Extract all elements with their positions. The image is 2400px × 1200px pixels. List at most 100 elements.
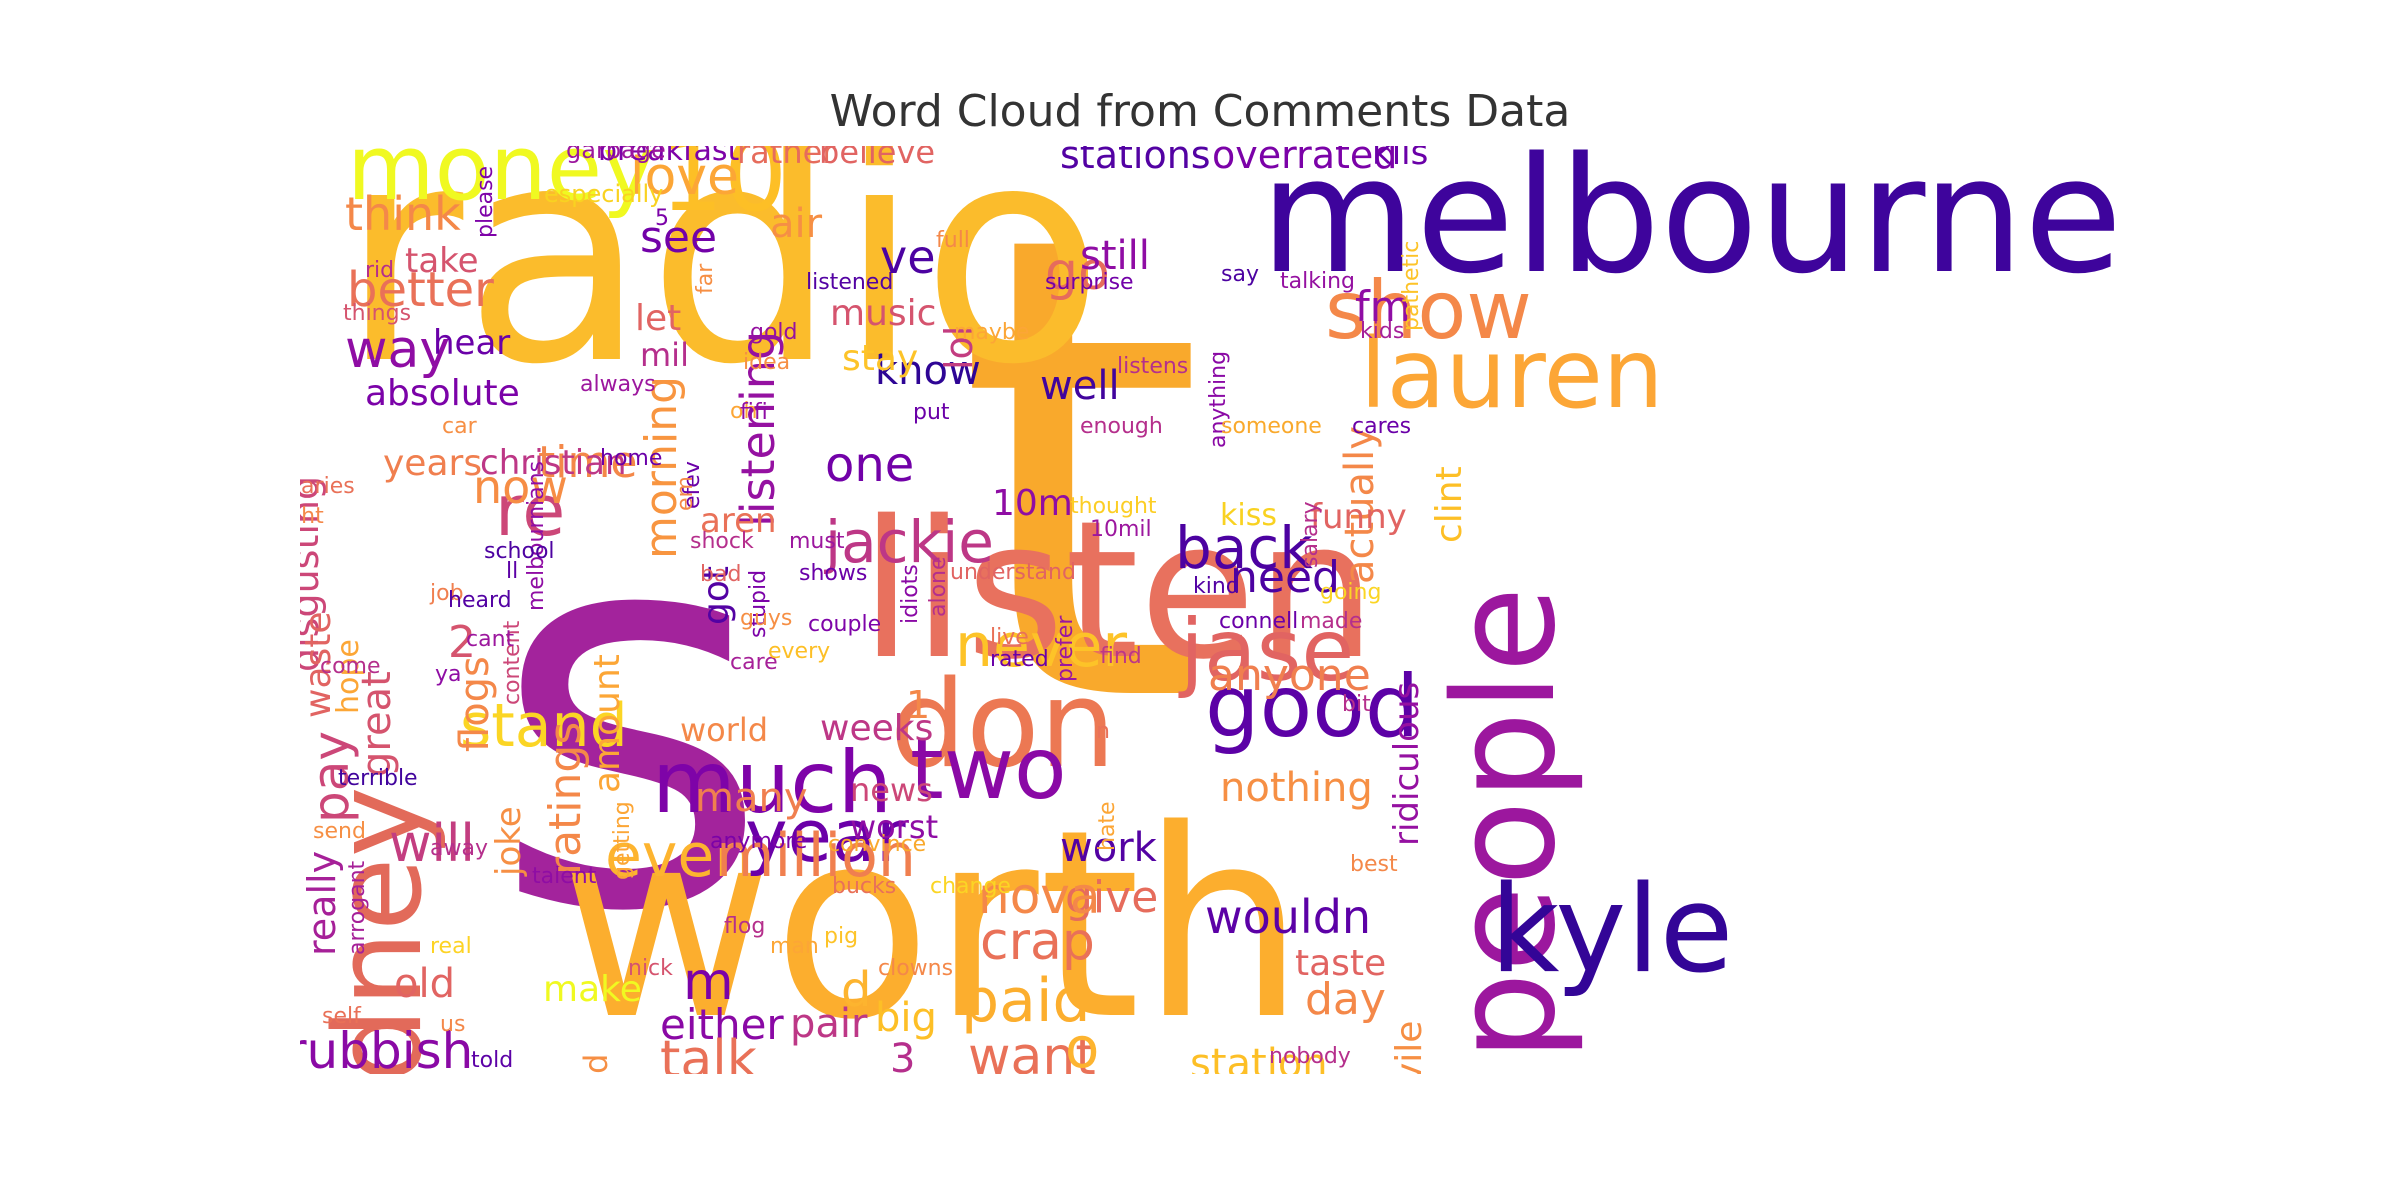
word-bit: bit [1342,692,1371,717]
word-far: far [693,263,718,294]
word-don: don [890,656,1116,795]
word-listens: listens [1117,354,1189,379]
word-pig: pig [824,924,859,949]
word-mil: mil [640,336,689,374]
word-fm: fm [1355,282,1411,331]
word-cant: cant [466,627,515,652]
word-show: show [1325,264,1532,357]
word-maybe: maybe [954,320,1030,345]
word-always: always [580,372,656,397]
word-change: change [930,874,1011,899]
word-worth: worth [560,775,1306,1074]
word-n: n [1096,719,1110,744]
word-believe: believe [819,146,936,171]
word-3: 3 [890,1036,916,1074]
word-even: even [605,821,753,891]
word-em: em [673,476,698,511]
word-amount: amount [587,654,628,793]
word-listen: listen [860,480,1377,701]
word-now: now [473,460,568,514]
word-m: m [683,952,734,1012]
word-make: make [543,969,642,1010]
word-told: told [471,1048,514,1073]
word-10m: 10m [992,483,1073,524]
word-10mil: 10mil [1090,517,1152,542]
word-bucks: bucks [832,874,897,899]
word-worst: worst [850,808,939,846]
word-anymore: anymore [710,829,808,854]
word-give: give [1065,872,1159,923]
word-cloud: s t radio worth listen melbourne people kyle syd… [300,146,2156,1074]
word-understand: understand [950,560,1076,585]
word-2: 2 [448,617,476,668]
word-rubbish: rubbish [300,1022,474,1074]
word-ratings: ratings [540,721,591,875]
word-terrible: terrible [338,766,418,791]
word-clint: clint [1429,466,1470,543]
word-salaries: salaries [300,474,355,499]
word-flog: flog [724,914,766,939]
word-jackie: jackie [825,508,994,576]
word-let: let [635,298,682,339]
word-breakfast: breakfast [598,146,740,168]
word-stations: stations [1060,146,1211,177]
word-money: money [347,146,656,221]
word-weeks: weeks [820,708,934,749]
word-much: much [652,733,893,833]
word-enough: enough [1080,414,1163,439]
word-stay: stay [842,338,919,379]
word-us: us [440,1012,466,1037]
word-talking: talking [1280,269,1355,294]
word-5: 5 [655,206,669,231]
word-full: full [936,228,970,253]
word-car: car [442,414,477,439]
word-well: well [1040,363,1120,409]
word-especially: especially [544,180,664,208]
word-right: right [300,504,324,529]
word-away: away [430,836,488,861]
word-salary: salary [1298,501,1323,568]
word-10: 10 [660,146,788,234]
word-pathetic: pathetic [1399,240,1424,331]
word-prefer: prefer [1053,615,1078,682]
word-love: love [630,147,740,207]
word-shows: shows [799,561,868,586]
word-1: 1 [906,683,931,727]
word-go: go [1045,242,1110,302]
word-nobody: nobody [1269,1044,1351,1069]
word-see: see [640,212,718,263]
word-better: better [347,262,494,318]
word-man: man [770,934,819,959]
word-wouldn: wouldn [1205,890,1372,944]
word-melbourne: melbourne [1260,146,2123,309]
word-rather: rather [737,146,836,171]
word-back: back [1175,514,1313,582]
word-vile: vile [1389,1020,1430,1074]
word-hate: hate [1095,801,1120,851]
word-convince: convince [828,832,927,857]
word-home: home [600,446,663,471]
word-please: please [473,165,498,238]
word-kiss: kiss [1220,498,1277,533]
word-couple: couple [808,612,882,637]
word-day: day [1305,974,1386,1025]
word-send: send [313,819,366,844]
word-guys: guys [740,606,793,631]
word-overpaid: overpaid [577,1054,615,1074]
word-world: world [680,711,769,749]
word-thought: thought [1070,494,1157,519]
word-listened: listened [806,270,894,295]
word-talent: talent [532,864,597,889]
word-paid: paid [961,966,1091,1036]
word-either: either [660,1000,784,1049]
word-d: d [841,962,872,1018]
word-arrogant: arrogant [345,860,370,955]
word-stand: stand [460,691,628,761]
word-t: t [955,146,1206,844]
word-need: need [1230,552,1340,603]
word-alone: alone [926,556,951,617]
word-way: way [345,320,451,380]
word-old: old [394,961,455,1007]
word-ll: ll [506,559,519,584]
word-job: job [430,581,464,606]
